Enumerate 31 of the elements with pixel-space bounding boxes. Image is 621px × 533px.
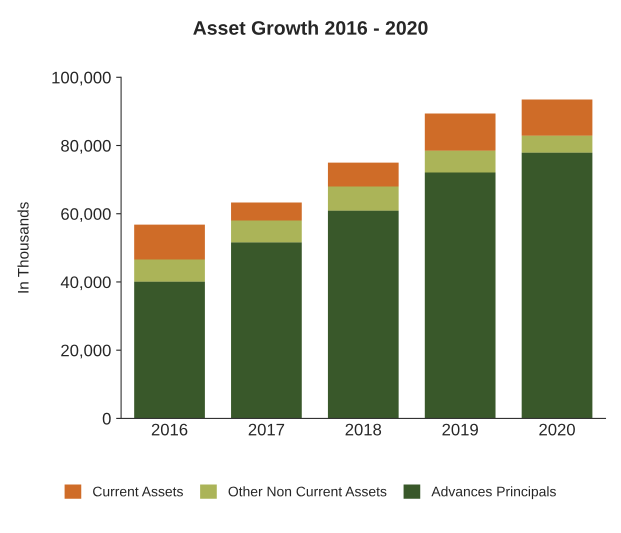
y-tick-label: 40,000 <box>60 276 111 290</box>
bar <box>522 136 592 153</box>
bar <box>134 259 205 282</box>
bar <box>134 224 205 260</box>
bar <box>328 162 399 186</box>
bar <box>424 150 496 172</box>
bar <box>231 202 302 221</box>
x-tick-label: 2019 <box>442 424 478 436</box>
legend-label: Other Non Current Assets <box>228 486 386 496</box>
y-tick-label: 20,000 <box>61 344 111 358</box>
bar <box>522 99 592 136</box>
x-tick-label: 2016 <box>152 424 188 436</box>
bar <box>424 113 496 151</box>
bar <box>134 282 205 418</box>
x-tick-label: 2017 <box>248 424 284 436</box>
bar <box>424 172 496 418</box>
bar <box>231 242 302 418</box>
y-tick-label: 80,000 <box>61 140 111 154</box>
legend-label: Current Assets <box>93 486 183 496</box>
y-tick-label: 60,000 <box>61 208 111 222</box>
bar <box>231 220 302 242</box>
x-tick-label: 2020 <box>539 424 575 436</box>
y-axis-title: In Thousands <box>17 202 29 293</box>
bar <box>328 186 399 211</box>
x-tick-label: 2018 <box>346 424 382 436</box>
y-tick-label: 0 <box>102 412 111 425</box>
legend-label: Advances Principals <box>431 486 556 500</box>
chart-title: Asset Growth 2016 - 2020 <box>193 20 428 35</box>
y-tick-label: 100,000 <box>52 72 111 86</box>
bar <box>328 210 399 418</box>
bar <box>522 152 592 418</box>
